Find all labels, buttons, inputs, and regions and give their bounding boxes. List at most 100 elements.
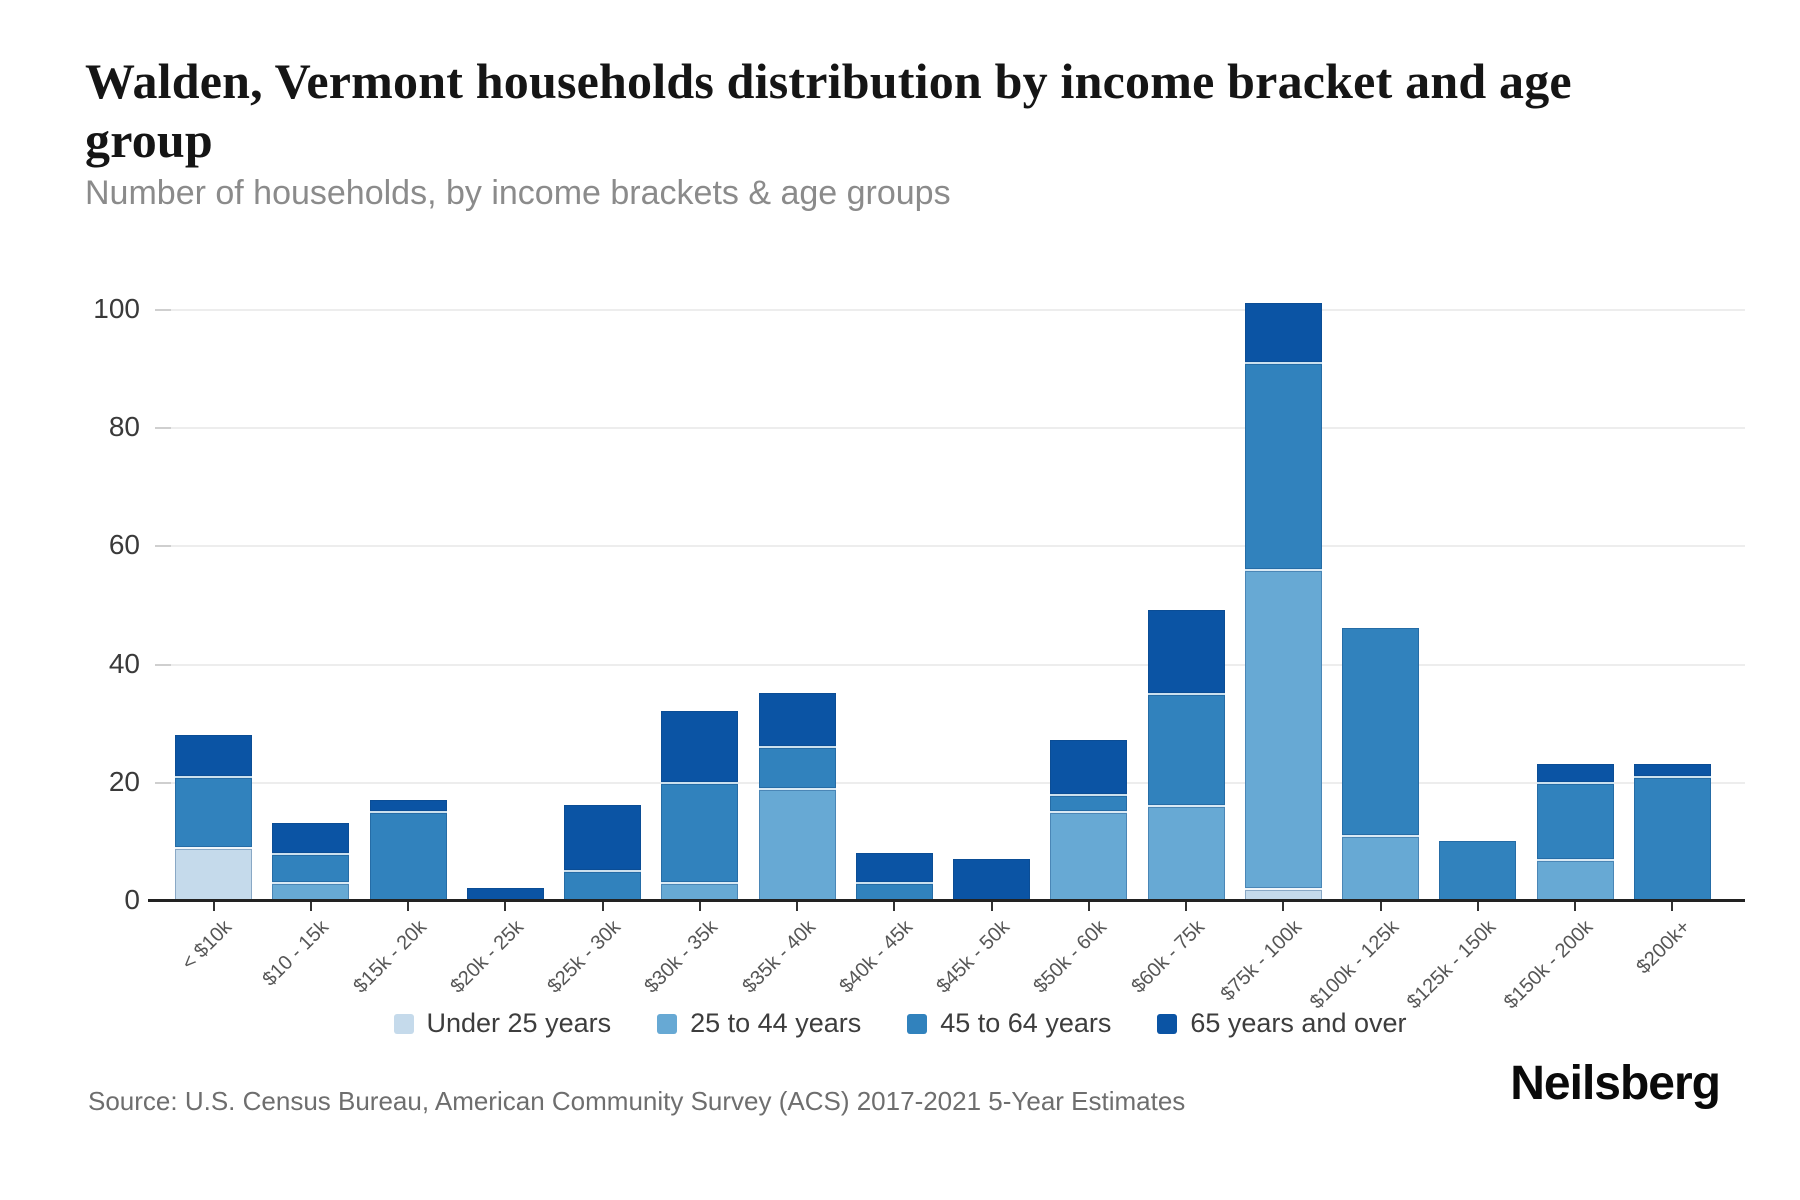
bar-15k-20k <box>369 799 447 900</box>
x-axis-tick-label: $35k - 40k <box>738 916 820 998</box>
bar-10k <box>175 734 253 900</box>
bar-segment <box>175 734 253 776</box>
x-axis-tick-label: $75k - 100k <box>1216 916 1306 1006</box>
bar-75k-100k <box>1244 303 1322 900</box>
bar-50k-60k <box>1050 740 1128 900</box>
bar-segment <box>369 799 447 812</box>
bar-segment <box>564 805 642 871</box>
title-line-1: Walden, Vermont households distribution … <box>85 53 1572 109</box>
x-axis-tick-label: $125k - 150k <box>1403 916 1501 1014</box>
bar-30k-35k <box>661 710 739 900</box>
legend-item: Under 25 years <box>393 1008 612 1039</box>
bar-20k-25k <box>466 888 544 900</box>
bar-125k-150k <box>1439 840 1517 900</box>
x-axis-tick-label: $40k - 45k <box>835 916 917 998</box>
gridline-y-80 <box>155 427 1745 430</box>
bar-segment <box>1147 805 1225 900</box>
legend-label: 45 to 64 years <box>940 1008 1112 1038</box>
bar-segment <box>1536 858 1614 900</box>
bar-segment <box>661 781 739 883</box>
y-axis-tick-label: 40 <box>108 647 140 679</box>
bar-segment <box>1536 764 1614 782</box>
bar-segment <box>661 882 739 900</box>
bar-segment <box>1244 303 1322 363</box>
x-axis-tick-label: $45k - 50k <box>932 916 1015 998</box>
legend-swatch-icon <box>907 1013 928 1034</box>
source-note: Source: U.S. Census Bureau, American Com… <box>88 1086 1186 1116</box>
x-axis-tick <box>893 902 896 911</box>
brand-logo: Neilsberg <box>1510 1057 1721 1110</box>
legend-item: 45 to 64 years <box>907 1008 1111 1039</box>
y-axis-tick-label: 80 <box>108 411 140 443</box>
legend-item: 25 to 44 years <box>657 1008 861 1039</box>
bar-segment <box>272 882 350 900</box>
bar-segment <box>1050 811 1128 900</box>
bar-segment <box>661 710 739 782</box>
legend: Under 25 years 25 to 44 years 45 to 64 yea… <box>0 1008 1800 1039</box>
x-axis-tick <box>698 902 701 911</box>
bar-segment <box>1050 793 1128 812</box>
gridline-y-100 <box>155 309 1745 311</box>
legend-item: 65 years and over <box>1157 1008 1407 1039</box>
bar-200k <box>1633 764 1711 900</box>
bar-segment <box>466 888 544 900</box>
y-axis-tick <box>155 781 171 784</box>
y-axis-tick-label: 20 <box>108 765 140 797</box>
bar-100k-125k <box>1342 628 1420 900</box>
legend-swatch-icon <box>657 1013 678 1034</box>
bar-segment <box>564 870 642 900</box>
bar-segment <box>758 693 836 747</box>
bar-segment <box>1633 775 1711 900</box>
gridline-y-60 <box>155 545 1745 548</box>
bar-segment <box>1633 764 1711 776</box>
x-axis-tick <box>1476 902 1479 911</box>
bar-segment <box>758 787 836 900</box>
gridline-y-40 <box>155 663 1745 666</box>
bar-segment <box>272 852 350 883</box>
y-axis-tick-label: 100 <box>93 293 140 324</box>
y-axis-tick <box>155 427 171 430</box>
x-axis-tick <box>601 902 604 911</box>
gridline-y-20 <box>155 781 1745 784</box>
bar-10-15k <box>272 823 350 900</box>
x-axis-tick <box>309 902 312 911</box>
x-axis-tick-label: $10 - 15k <box>258 916 334 991</box>
bar-segment <box>272 823 350 853</box>
bar-segment <box>1147 610 1225 694</box>
bar-segment <box>1050 740 1128 794</box>
x-axis-tick-label: $150k - 200k <box>1500 916 1598 1014</box>
legend-swatch-icon <box>1157 1013 1178 1034</box>
legend-label: 65 years and over <box>1190 1008 1407 1038</box>
bar-segment <box>1244 569 1322 889</box>
y-axis-tick <box>155 545 171 548</box>
x-axis-tick <box>990 902 993 911</box>
x-axis-tick <box>1574 902 1577 911</box>
x-axis-tick <box>796 902 799 911</box>
x-axis-tick <box>1087 902 1090 911</box>
x-axis-line <box>148 899 1745 902</box>
bar-40k-45k <box>855 852 933 900</box>
bar-segment <box>855 852 933 883</box>
x-axis-tick-label: $50k - 60k <box>1029 916 1112 998</box>
x-axis-tick <box>212 902 215 911</box>
x-axis-tick <box>504 902 507 911</box>
bar-segment <box>1342 628 1420 835</box>
y-axis-tick-label: 60 <box>108 529 140 561</box>
x-axis-tick <box>1282 902 1285 911</box>
legend-swatch-icon <box>393 1013 414 1034</box>
x-axis-tick-label: $200k+ <box>1632 916 1695 979</box>
x-axis-tick <box>1379 902 1382 911</box>
x-axis-tick-label: $100k - 125k <box>1305 916 1404 1014</box>
bar-segment <box>175 846 253 900</box>
legend-label: Under 25 years <box>426 1008 612 1038</box>
page-title: Walden, Vermont households distribution … <box>85 52 1685 169</box>
bar-segment <box>1342 834 1420 900</box>
x-axis-tick-label: $30k - 35k <box>640 916 723 998</box>
bar-45k-50k <box>953 858 1031 900</box>
bar-segment <box>758 746 836 788</box>
x-axis-tick <box>407 902 410 911</box>
bar-segment <box>175 775 253 847</box>
x-axis-tick-label: $20k - 25k <box>446 916 528 998</box>
